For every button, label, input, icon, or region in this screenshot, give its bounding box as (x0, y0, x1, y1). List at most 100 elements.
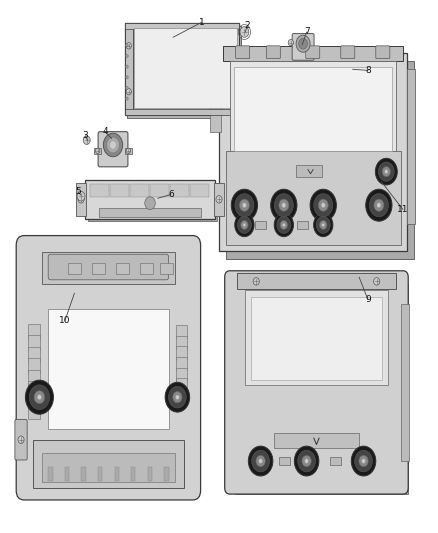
Circle shape (318, 199, 328, 211)
Bar (94, 148, 101, 154)
Bar (76, 183, 86, 216)
Text: 9: 9 (365, 295, 371, 304)
Bar (190, 184, 209, 197)
Bar (401, 304, 409, 461)
FancyBboxPatch shape (15, 419, 27, 460)
Circle shape (77, 191, 85, 201)
Bar (125, 109, 239, 115)
Circle shape (126, 148, 131, 154)
Bar (134, 28, 237, 108)
Circle shape (314, 193, 333, 217)
Circle shape (280, 221, 287, 229)
Circle shape (351, 446, 376, 476)
Bar (42, 453, 175, 482)
Circle shape (25, 380, 53, 414)
Circle shape (283, 223, 285, 227)
Circle shape (259, 459, 262, 463)
Bar (88, 183, 217, 221)
Circle shape (321, 203, 325, 207)
Text: 5: 5 (75, 188, 81, 196)
Circle shape (216, 196, 222, 203)
Bar (160, 263, 173, 274)
Circle shape (240, 27, 249, 37)
Bar (235, 284, 408, 494)
Circle shape (34, 391, 45, 403)
Circle shape (253, 278, 259, 285)
Circle shape (366, 189, 392, 221)
Circle shape (355, 450, 372, 472)
Bar (33, 440, 184, 488)
Bar (274, 433, 359, 448)
Circle shape (110, 141, 117, 149)
FancyBboxPatch shape (48, 254, 169, 280)
Bar (28, 324, 40, 339)
Bar (85, 180, 215, 219)
Circle shape (243, 203, 246, 207)
Bar (110, 184, 129, 197)
Text: 1: 1 (198, 18, 205, 27)
Bar (245, 290, 388, 385)
Bar (48, 467, 53, 481)
Circle shape (382, 166, 390, 176)
FancyBboxPatch shape (376, 46, 390, 59)
Bar (279, 457, 290, 465)
Circle shape (248, 446, 273, 476)
Bar (90, 184, 109, 197)
Circle shape (288, 39, 293, 46)
Bar (28, 381, 40, 396)
Circle shape (106, 137, 120, 153)
Circle shape (294, 446, 319, 476)
Text: 2: 2 (245, 21, 250, 29)
Circle shape (296, 35, 310, 52)
Bar (28, 370, 40, 385)
Bar (255, 221, 266, 229)
Circle shape (18, 436, 24, 443)
Circle shape (374, 278, 380, 285)
Circle shape (362, 459, 365, 463)
Circle shape (165, 382, 190, 412)
Bar (130, 184, 148, 197)
Bar (407, 69, 415, 224)
Text: 8: 8 (365, 66, 371, 75)
Bar (65, 467, 69, 481)
Circle shape (271, 189, 297, 221)
Circle shape (377, 203, 381, 207)
Circle shape (126, 43, 131, 49)
Bar (237, 273, 396, 289)
Bar (296, 165, 322, 177)
Circle shape (231, 189, 258, 221)
Bar (164, 467, 169, 481)
Text: 7: 7 (304, 28, 310, 36)
Circle shape (240, 199, 249, 211)
Circle shape (274, 213, 293, 237)
Bar (176, 368, 187, 381)
Bar (68, 263, 81, 274)
Bar (125, 23, 133, 115)
Circle shape (252, 450, 269, 472)
Circle shape (126, 86, 128, 90)
Bar (234, 67, 392, 151)
FancyBboxPatch shape (16, 236, 201, 500)
Circle shape (302, 455, 311, 467)
Bar (42, 252, 175, 284)
Text: 4: 4 (102, 127, 108, 136)
Text: 6: 6 (168, 190, 174, 199)
Circle shape (374, 199, 384, 211)
Circle shape (375, 158, 397, 185)
Circle shape (173, 392, 182, 403)
Text: 10: 10 (59, 317, 71, 325)
Circle shape (235, 213, 254, 237)
Circle shape (316, 216, 330, 233)
FancyBboxPatch shape (306, 46, 320, 59)
Circle shape (359, 455, 368, 467)
Bar (140, 263, 153, 274)
Bar (92, 263, 105, 274)
Circle shape (83, 136, 90, 144)
Circle shape (126, 44, 128, 47)
Circle shape (299, 38, 307, 49)
Bar (176, 357, 187, 370)
Circle shape (256, 455, 265, 467)
Circle shape (243, 223, 246, 227)
Bar (131, 467, 135, 481)
Circle shape (320, 221, 327, 229)
